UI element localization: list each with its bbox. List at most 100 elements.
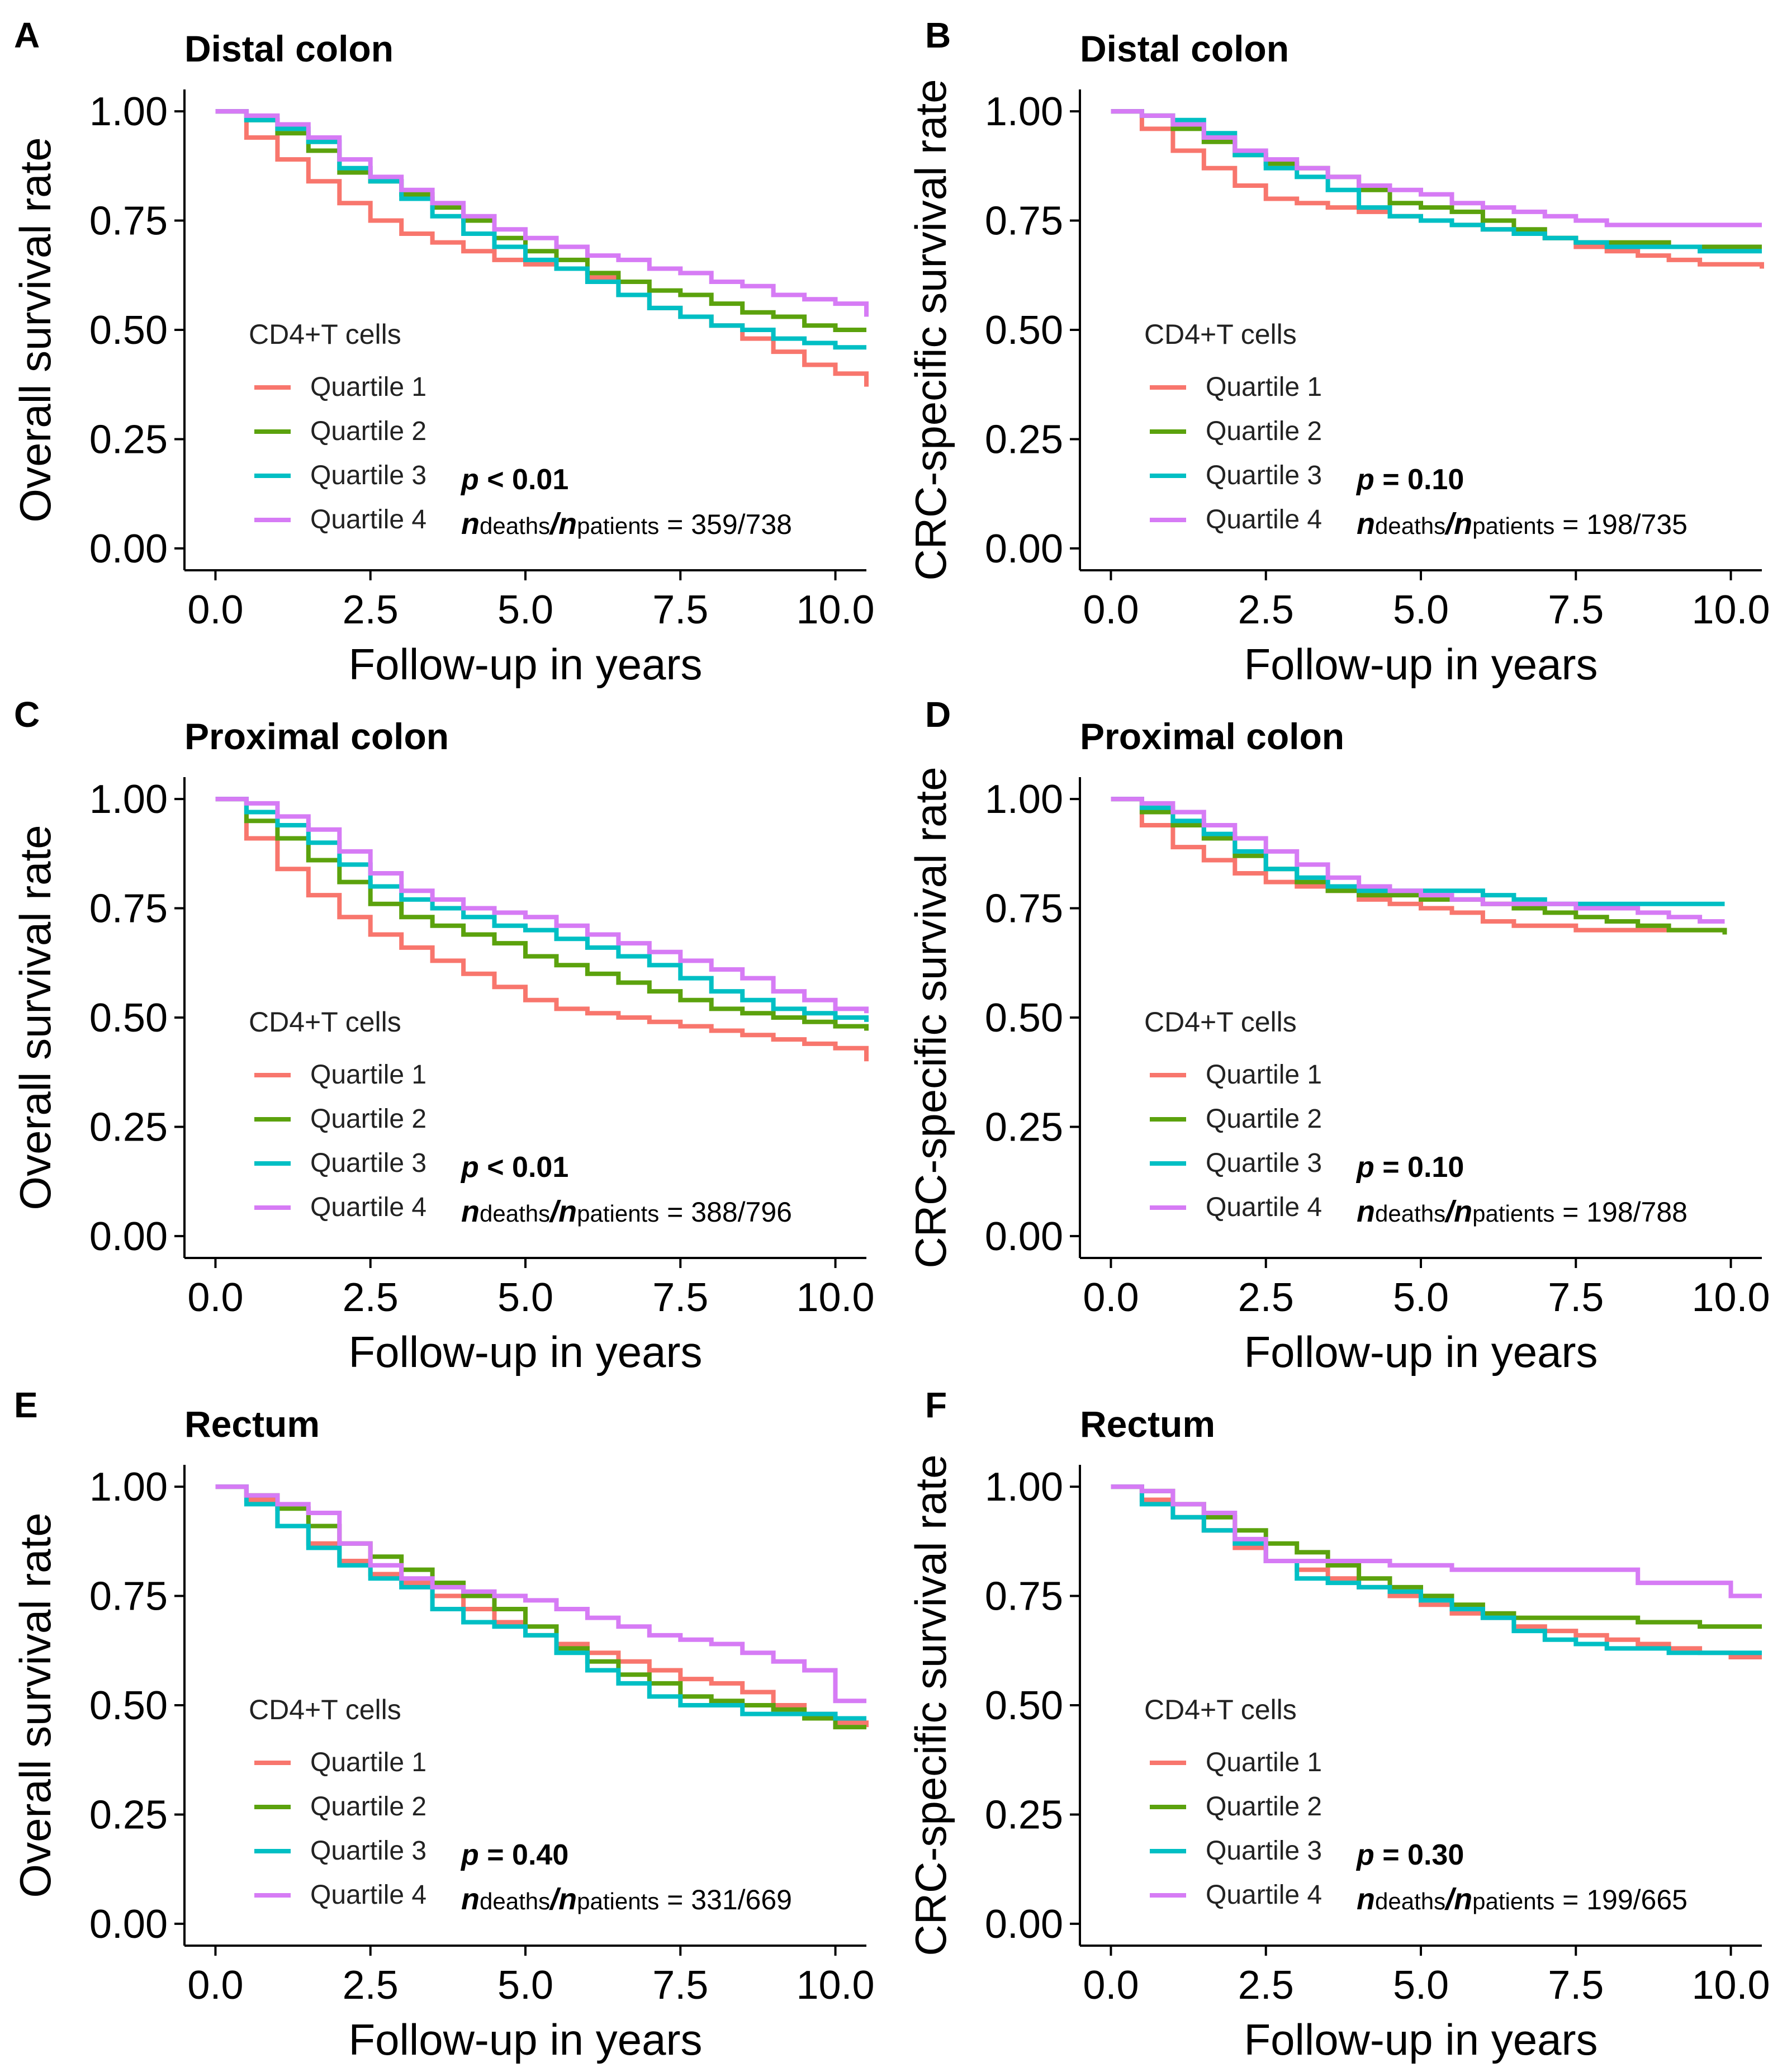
panel-b: B Distal colon 0.00 0.25 0.50 0.75 1.00 0.0 2.5 5…	[906, 15, 1770, 689]
panel-c-legend-label-4: Quartile 4	[310, 1193, 426, 1222]
panel-f-x-axis-label: Follow-up in years	[1244, 2015, 1598, 2064]
panel-a-p-value: p < 0.01	[460, 463, 568, 496]
panel-f-curve-quartile-3	[1111, 1484, 1762, 1655]
panel-c-legend-title: CD4+T cells	[249, 1006, 401, 1038]
panel-c-curve-quartile-4	[215, 797, 869, 1014]
panel-b-legend-title: CD4+T cells	[1144, 319, 1297, 350]
panel-e-legend-label-1: Quartile 1	[310, 1748, 426, 1777]
panel-f-legend-label-3: Quartile 3	[1206, 1836, 1322, 1866]
panel-c-y-axis-label: Overall survival rate	[11, 825, 60, 1210]
panel-b-ytick-label: 1.00	[985, 89, 1063, 134]
panel-f-y-axis-label: CRC-specific survival rate	[906, 1454, 955, 1956]
panel-d-n-deaths-patients: ndeaths/npatients = 198/788	[1357, 1195, 1688, 1228]
panel-e-xtick-label: 5.0	[497, 1963, 553, 2008]
panel-a-letter: A	[14, 15, 40, 55]
panel-c-legend-label-2: Quartile 2	[310, 1104, 426, 1134]
panel-e-letter: E	[14, 1385, 38, 1425]
panel-c-curve-quartile-1	[215, 797, 869, 1062]
panel-e-ytick-label: 1.00	[89, 1465, 168, 1510]
panel-a-ytick-label: 0.75	[89, 199, 168, 244]
panel-e-xtick-label: 2.5	[343, 1963, 399, 2008]
panel-a-curve-quartile-4	[215, 109, 869, 317]
panel-e-legend-label-3: Quartile 3	[310, 1836, 426, 1866]
panel-a-ytick-label: 0.00	[89, 527, 168, 571]
panel-b-xtick-label: 7.5	[1548, 588, 1604, 632]
panel-e: E Rectum 0.00 0.25 0.50 0.75 1.00 0.0 2.5 5.0 7.5 1…	[11, 1385, 875, 2064]
panel-c-legend-label-1: Quartile 1	[310, 1060, 426, 1090]
panel-d-legend-label-4: Quartile 4	[1206, 1193, 1322, 1222]
panel-a-ytick-label: 0.25	[89, 417, 168, 462]
panel-a-legend-label-1: Quartile 1	[310, 372, 426, 402]
panel-d-letter: D	[925, 694, 951, 735]
panel-c-letter: C	[14, 694, 40, 735]
panel-a-xtick-label: 0.0	[187, 588, 243, 632]
panel-b-ytick-label: 0.50	[985, 308, 1063, 353]
panel-e-legend-label-4: Quartile 4	[310, 1880, 426, 1910]
panel-a-x-axis-label: Follow-up in years	[349, 640, 703, 689]
panel-b-curve-quartile-3	[1111, 109, 1762, 254]
panel-c-p-value: p < 0.01	[460, 1151, 568, 1184]
panel-e-ytick-label: 0.75	[89, 1574, 168, 1619]
panel-a-legend-label-3: Quartile 3	[310, 461, 426, 490]
panel-d-legend-label-1: Quartile 1	[1206, 1060, 1322, 1090]
panel-b-letter: B	[925, 15, 951, 55]
panel-b-x-axis-label: Follow-up in years	[1244, 640, 1598, 689]
panel-b-xtick-label: 0.0	[1083, 588, 1139, 632]
panel-c-ytick-label: 0.00	[89, 1214, 168, 1259]
panel-f-curve-quartile-4	[1111, 1484, 1762, 1598]
panel-c-ytick-label: 0.50	[89, 996, 168, 1040]
panel-c-xtick-label: 5.0	[497, 1275, 553, 1320]
panel-d-x-axis-label: Follow-up in years	[1244, 1327, 1598, 1376]
panel-f-legend-title: CD4+T cells	[1144, 1694, 1297, 1725]
panel-b-title: Distal colon	[1080, 28, 1289, 69]
panel-d: D Proximal colon 0.00 0.25 0.50 0.75 1.00 0.0 2.…	[906, 694, 1770, 1376]
panel-e-p-value: p = 0.40	[460, 1839, 568, 1871]
panel-c-ytick-label: 0.75	[89, 887, 168, 931]
panel-b-xtick-label: 5.0	[1393, 588, 1449, 632]
panel-b-xtick-label: 10.0	[1691, 588, 1770, 632]
panel-f-ytick-label: 1.00	[985, 1465, 1063, 1510]
panel-d-ytick-label: 0.75	[985, 887, 1063, 931]
panel-a-xtick-label: 2.5	[343, 588, 399, 632]
panel-e-legend-title: CD4+T cells	[249, 1694, 401, 1725]
panel-a-xtick-label: 7.5	[652, 588, 708, 632]
panel-f-xtick-label: 7.5	[1548, 1963, 1604, 2008]
panel-f: F Rectum 0.00 0.25 0.50 0.75 1.00 0.0 2.5 5.0 7.5 1…	[906, 1385, 1770, 2064]
panel-c-title: Proximal colon	[184, 716, 449, 757]
panel-e-curve-quartile-2	[215, 1484, 866, 1730]
panel-e-n-deaths-patients: ndeaths/npatients = 331/669	[461, 1882, 792, 1916]
panel-d-p-value: p = 0.10	[1355, 1151, 1464, 1184]
panel-b-legend-label-1: Quartile 1	[1206, 372, 1322, 402]
panel-d-legend-title: CD4+T cells	[1144, 1006, 1297, 1038]
panel-c-xtick-label: 2.5	[343, 1275, 399, 1320]
panel-e-y-axis-label: Overall survival rate	[11, 1512, 60, 1898]
panel-d-xtick-label: 7.5	[1548, 1275, 1604, 1320]
panel-e-xtick-label: 7.5	[652, 1963, 708, 2008]
panel-a-ytick-label: 1.00	[89, 89, 168, 134]
panel-d-xtick-label: 10.0	[1691, 1275, 1770, 1320]
panel-f-ytick-label: 0.00	[985, 1902, 1063, 1947]
panel-d-ytick-label: 0.50	[985, 996, 1063, 1040]
panel-f-xtick-label: 10.0	[1691, 1963, 1770, 2008]
panel-f-legend-label-2: Quartile 2	[1206, 1792, 1322, 1822]
panel-d-title: Proximal colon	[1080, 716, 1344, 757]
panel-a-curve-quartile-3	[215, 109, 866, 350]
panel-c-xtick-label: 10.0	[796, 1275, 874, 1320]
panel-a-xtick-label: 10.0	[796, 588, 874, 632]
panel-a-ytick-label: 0.50	[89, 308, 168, 353]
panel-e-ytick-label: 0.00	[89, 1902, 168, 1947]
panel-b-ytick-label: 0.75	[985, 199, 1063, 244]
panel-b-legend-label-2: Quartile 2	[1206, 417, 1322, 446]
panel-b-n-deaths-patients: ndeaths/npatients = 198/735	[1357, 507, 1688, 541]
panel-f-xtick-label: 2.5	[1238, 1963, 1294, 2008]
panel-c-x-axis-label: Follow-up in years	[349, 1327, 703, 1376]
panel-a-title: Distal colon	[184, 28, 394, 69]
panel-a-n-deaths-patients: ndeaths/npatients = 359/738	[461, 507, 792, 541]
panel-a-curve-quartile-2	[215, 109, 866, 332]
panel-c-n-deaths-patients: ndeaths/npatients = 388/796	[461, 1195, 792, 1228]
panel-c-ytick-label: 1.00	[89, 777, 168, 822]
panel-e-curve-quartile-3	[215, 1484, 866, 1721]
panel-e-xtick-label: 10.0	[796, 1963, 874, 2008]
